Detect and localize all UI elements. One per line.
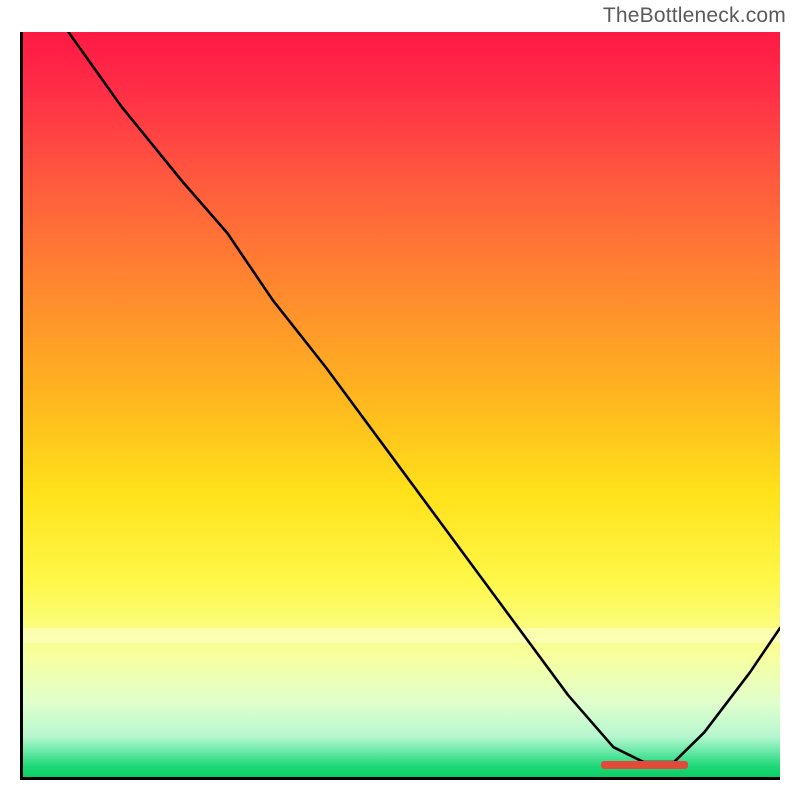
chart-plot-area xyxy=(20,32,780,780)
optimal-range-marker xyxy=(601,761,688,769)
watermark-text: TheBottleneck.com xyxy=(603,4,786,28)
chart-curve xyxy=(23,32,780,777)
